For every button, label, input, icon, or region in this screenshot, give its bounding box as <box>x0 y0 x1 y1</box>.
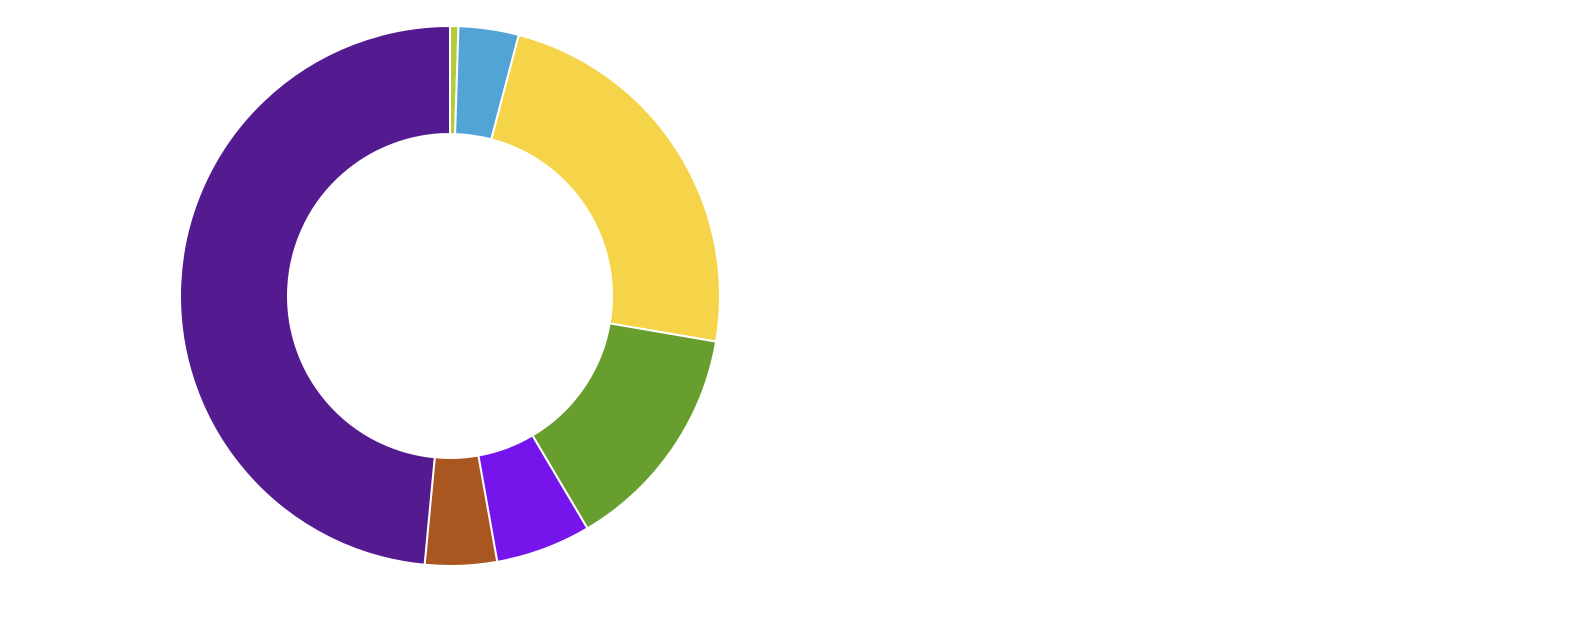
donut-slice <box>179 24 451 566</box>
donut-slice <box>490 33 721 343</box>
